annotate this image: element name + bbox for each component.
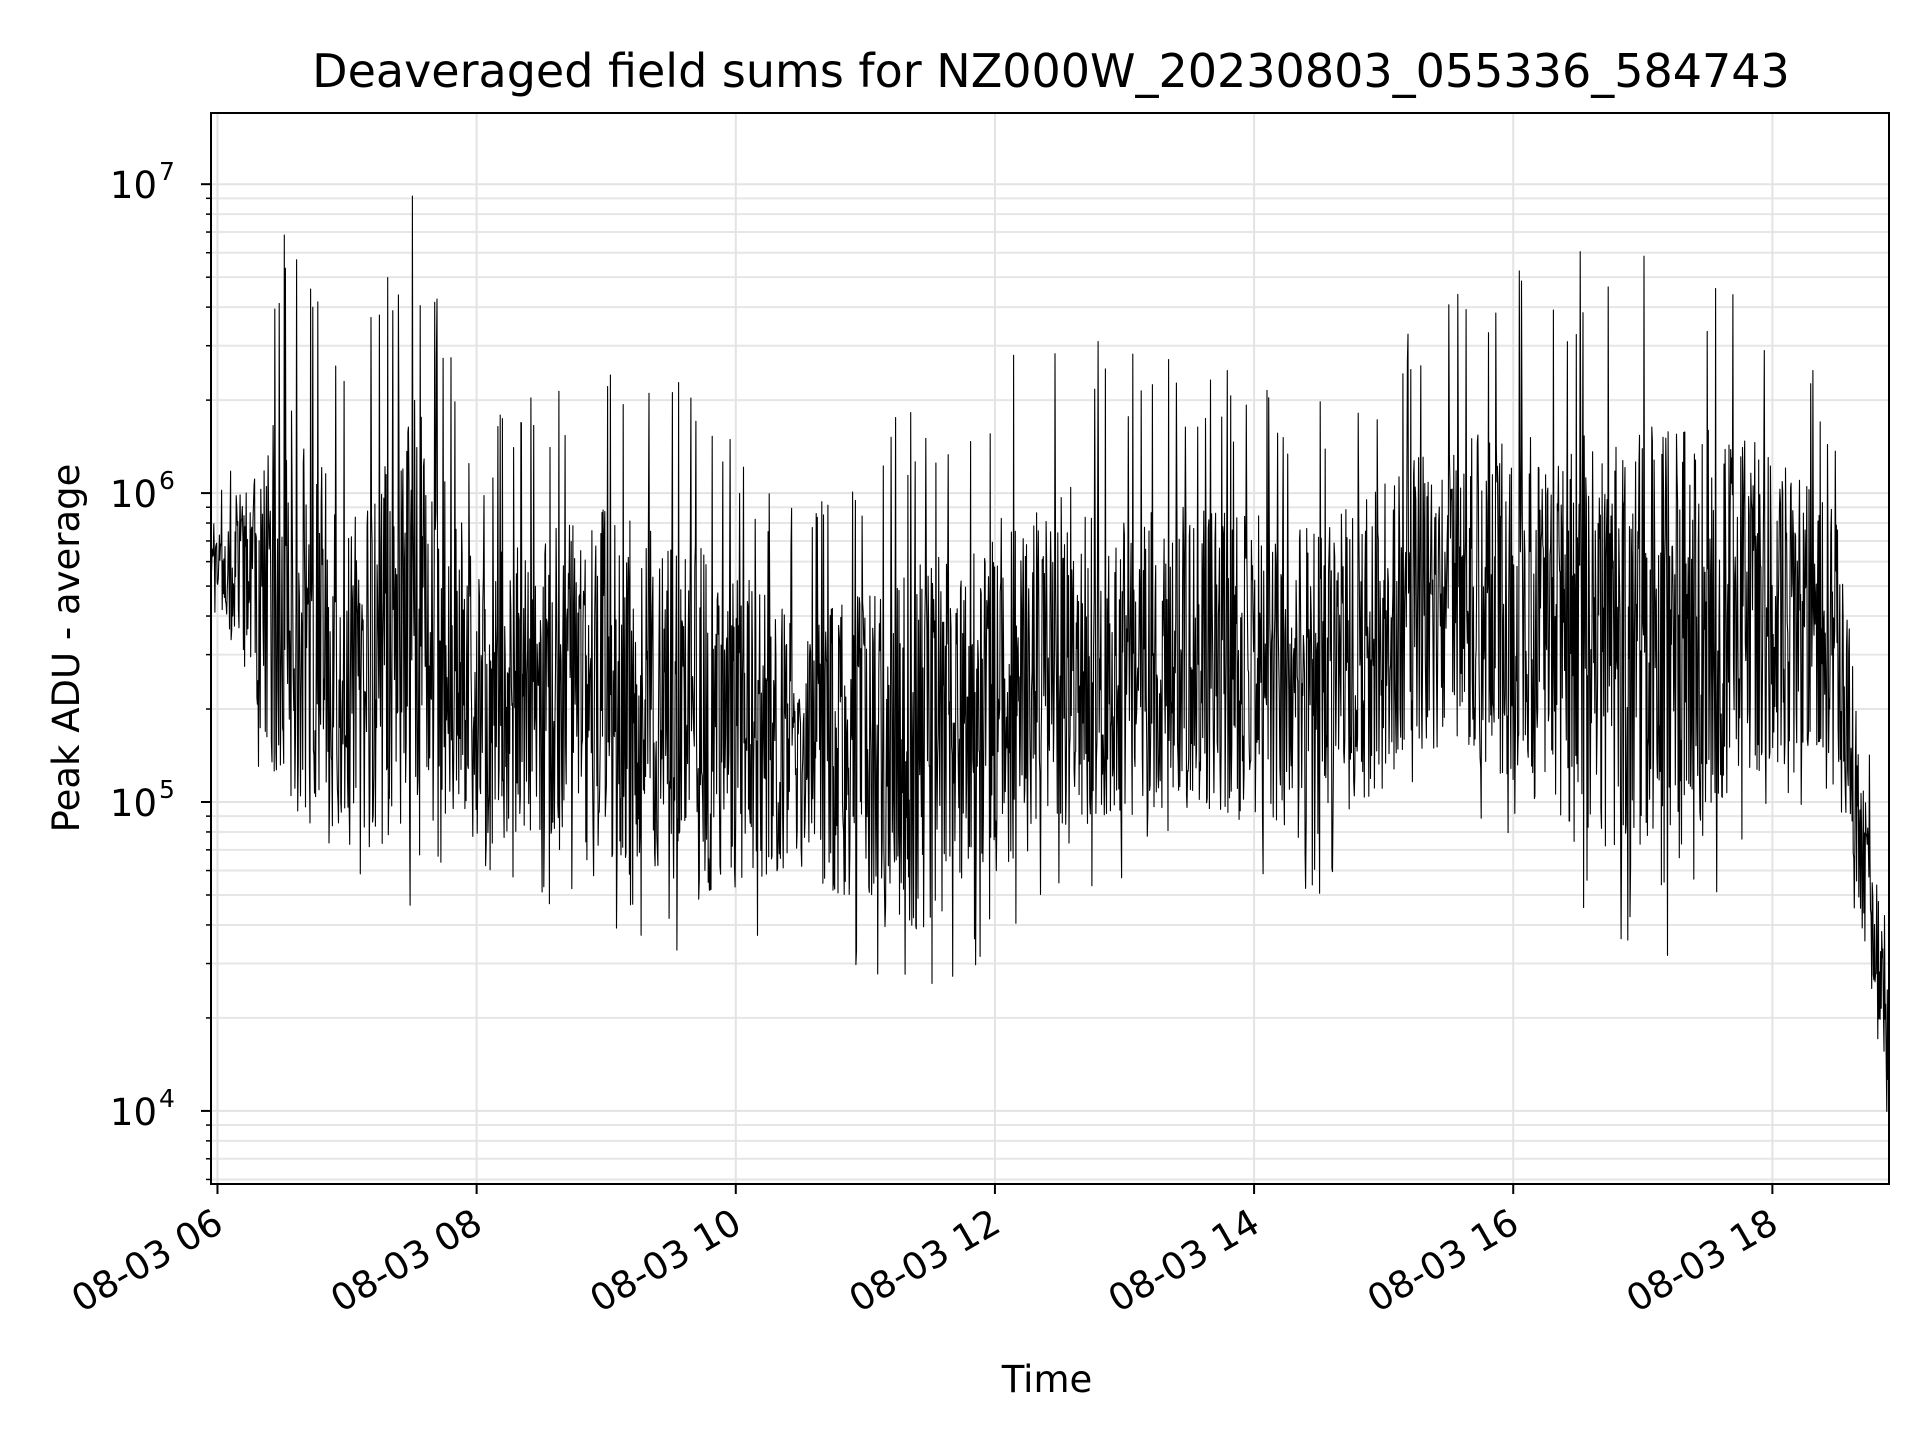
y-tick-exponent: 5 bbox=[159, 775, 175, 804]
y-tick-exponent: 6 bbox=[159, 466, 175, 495]
chart-title: Deaveraged field sums for NZ000W_2023080… bbox=[312, 44, 1790, 98]
axes-frame bbox=[210, 112, 1890, 1185]
y-tick-label: 10 bbox=[110, 782, 157, 825]
y-tick-label: 10 bbox=[110, 1091, 157, 1134]
y-tick-exponent: 7 bbox=[159, 157, 175, 186]
plot-area bbox=[210, 195, 1890, 1112]
y-tick-label: 10 bbox=[110, 473, 157, 516]
y-tick-label: 10 bbox=[110, 164, 157, 207]
grid bbox=[211, 113, 1889, 1184]
y-axis-label: Peak ADU - average bbox=[45, 464, 88, 833]
x-axis-label: Time bbox=[1001, 1358, 1093, 1401]
series-line bbox=[210, 195, 1890, 1112]
y-tick-exponent: 4 bbox=[159, 1084, 175, 1113]
